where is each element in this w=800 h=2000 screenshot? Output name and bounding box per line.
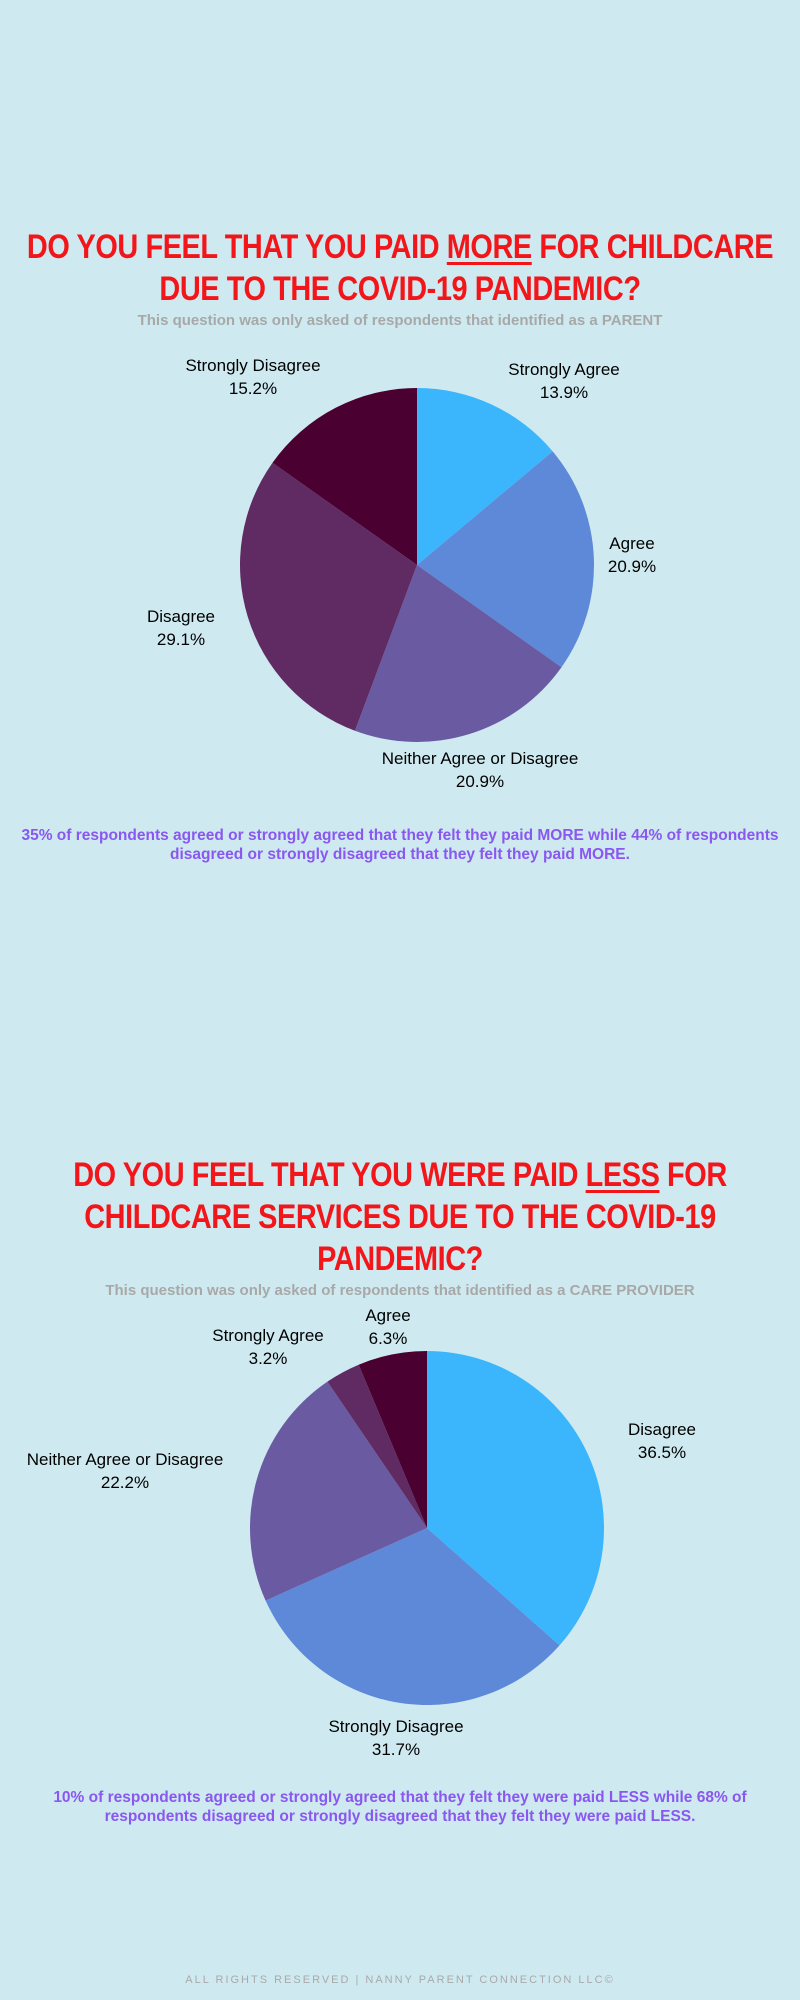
slice-label-value: 22.2% bbox=[100, 1473, 150, 1492]
pie-slice-disagree bbox=[240, 462, 417, 731]
slice-label-value: 36.5% bbox=[637, 1443, 687, 1462]
title-emphasis: LESS bbox=[585, 1156, 660, 1194]
pie-slice-strongly-disagree bbox=[265, 1528, 560, 1705]
slice-label: Strongly Agree 13.9% bbox=[508, 358, 620, 404]
pie-slice-agree bbox=[417, 451, 595, 668]
slice-label: Neither Agree or Disagree 20.9% bbox=[382, 747, 579, 793]
slice-label: Neither Agree or Disagree 22.2% bbox=[27, 1448, 224, 1494]
slice-label-value: 29.1% bbox=[156, 630, 206, 649]
slice-label-value: 6.3% bbox=[368, 1329, 408, 1348]
slice-label-name: Disagree bbox=[146, 607, 216, 626]
slice-label-value: 20.9% bbox=[455, 772, 505, 791]
slice-label-name: Strongly Agree bbox=[212, 1326, 324, 1345]
slice-label-value: 20.9% bbox=[607, 557, 657, 576]
pie-slice-strongly-agree bbox=[417, 388, 553, 565]
pie-slice-strongly-agree bbox=[327, 1364, 427, 1528]
slice-label-value: 15.2% bbox=[228, 379, 278, 398]
pie-slice-strongly-disagree bbox=[272, 388, 417, 565]
pie-slice-disagree bbox=[427, 1351, 605, 1646]
slice-label-name: Neither Agree or Disagree bbox=[381, 749, 579, 768]
slice-label: Agree 6.3% bbox=[365, 1304, 410, 1350]
title-text: DO YOU FEEL THAT YOU WERE PAID bbox=[73, 1156, 586, 1194]
pie-slice-neither-agree-or-disagree bbox=[354, 565, 562, 743]
slice-label-value: 13.9% bbox=[539, 383, 589, 402]
footer: ALL RIGHTS RESERVED | NANNY PARENT CONNE… bbox=[185, 1974, 615, 1986]
slice-label-name: Disagree bbox=[627, 1420, 697, 1439]
pie-slice-agree bbox=[358, 1351, 427, 1528]
chart1-pie bbox=[240, 388, 595, 743]
slice-label: Disagree 36.5% bbox=[628, 1418, 696, 1464]
chart2-summary: 10% of respondents agreed or strongly ag… bbox=[53, 1789, 747, 1825]
chart1-summary: 35% of respondents agreed or strongly ag… bbox=[21, 827, 779, 863]
title-text: DO YOU FEEL THAT YOU PAID bbox=[26, 228, 447, 266]
slice-label-name: Agree bbox=[365, 1306, 411, 1325]
slice-label-value: 3.2% bbox=[248, 1349, 288, 1368]
slice-label-name: Strongly Disagree bbox=[185, 356, 321, 375]
title-emphasis: MORE bbox=[446, 228, 532, 266]
slice-label: Disagree 29.1% bbox=[147, 605, 215, 651]
slice-label-name: Agree bbox=[609, 534, 655, 553]
slice-label: Agree 20.9% bbox=[608, 532, 656, 578]
chart1-subtitle: This question was only asked of responde… bbox=[137, 312, 663, 329]
title-text: FOR CHILDCARE SERVICES DUE TO THE COVID-… bbox=[84, 1156, 727, 1278]
slice-label: Strongly Disagree 15.2% bbox=[185, 354, 320, 400]
pie-slice-neither-agree-or-disagree bbox=[249, 1381, 427, 1601]
slice-label: Strongly Disagree 31.7% bbox=[328, 1715, 463, 1761]
slice-label-name: Neither Agree or Disagree bbox=[26, 1450, 224, 1469]
chart2-subtitle: This question was only asked of responde… bbox=[105, 1282, 695, 1299]
slice-label-name: Strongly Disagree bbox=[328, 1717, 464, 1736]
chart2-title: DO YOU FEEL THAT YOU WERE PAID LESS FOR … bbox=[20, 1154, 780, 1280]
chart1-title: DO YOU FEEL THAT YOU PAID MORE FOR CHILD… bbox=[20, 226, 780, 310]
slice-label: Strongly Agree 3.2% bbox=[212, 1324, 324, 1370]
slice-label-value: 31.7% bbox=[371, 1740, 421, 1759]
title-text: FOR CHILDCARE DUE TO THE COVID-19 PANDEM… bbox=[159, 228, 774, 308]
slice-label-name: Strongly Agree bbox=[508, 360, 620, 379]
